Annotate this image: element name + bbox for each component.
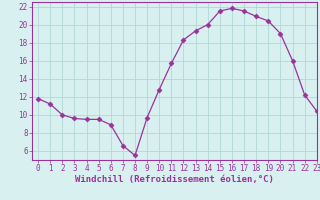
X-axis label: Windchill (Refroidissement éolien,°C): Windchill (Refroidissement éolien,°C) bbox=[75, 175, 274, 184]
